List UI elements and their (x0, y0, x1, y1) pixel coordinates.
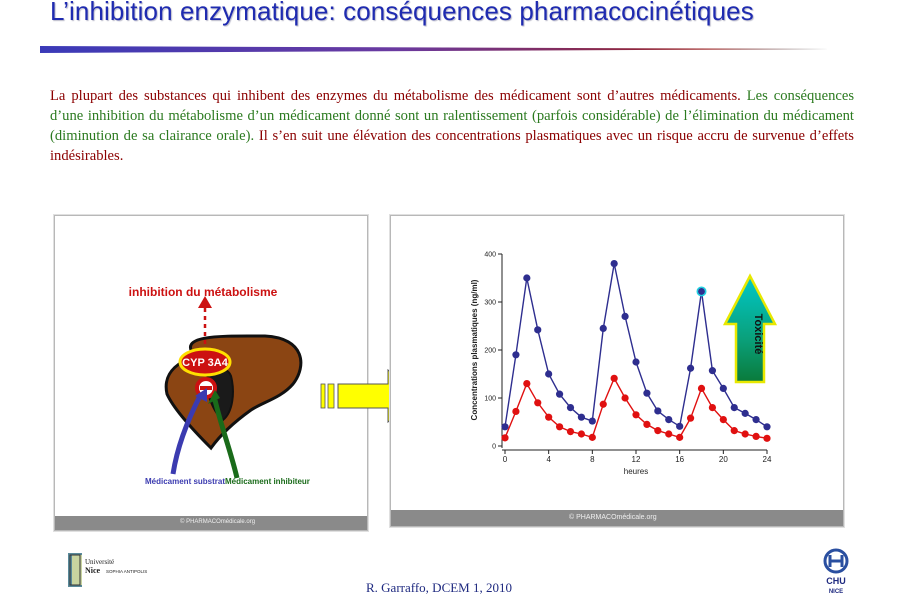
data-point (643, 389, 651, 397)
data-point (676, 422, 684, 430)
data-point (763, 423, 771, 431)
data-point (577, 430, 586, 438)
data-point (730, 427, 738, 435)
substrate-arrow (170, 392, 204, 475)
svg-text:Nice: Nice (85, 566, 101, 575)
x-tick-label: 0 (503, 455, 508, 464)
y-tick-label: 100 (484, 396, 496, 403)
title-underline (40, 46, 830, 53)
data-point (763, 434, 771, 442)
data-point (501, 434, 509, 442)
series-line-1 (504, 263, 768, 428)
data-point (555, 390, 564, 398)
paragraph-red-part: La plupart des substances qui inhibent d… (50, 88, 741, 104)
data-point (599, 400, 607, 408)
data-point (741, 430, 749, 438)
data-point (697, 384, 706, 392)
x-tick-label: 20 (719, 455, 728, 464)
data-point (665, 430, 673, 438)
y-tick-label: 400 (484, 252, 496, 259)
data-point (555, 423, 564, 431)
right-copyright: © PHARMACOmédicale.org (569, 514, 657, 521)
data-point (665, 416, 673, 424)
data-point (730, 404, 738, 412)
y-axis-label: Concentrations plasmatiques (ng/ml) (470, 279, 479, 420)
x-tick-label: 12 (632, 455, 641, 464)
data-point (621, 312, 629, 320)
data-point (676, 433, 684, 441)
liver-figure-panel: inhibition du métabolisme CYP 3A4 Médica… (54, 215, 368, 531)
data-point (686, 364, 695, 372)
y-tick-label: 0 (492, 444, 496, 451)
svg-text:SOPHIA ANTIPOLIS: SOPHIA ANTIPOLIS (106, 569, 147, 574)
data-point (719, 384, 727, 392)
data-point (643, 420, 651, 428)
data-point (577, 413, 586, 421)
data-point (599, 324, 607, 332)
toxicity-arrow-icon (722, 273, 778, 384)
y-tick-label: 200 (484, 348, 496, 355)
data-point (610, 374, 618, 382)
y-tick-label: 300 (484, 300, 496, 307)
data-point (632, 411, 640, 419)
data-point (719, 416, 727, 424)
data-point (512, 407, 520, 416)
cyp3a4-label: CYP 3A4 (182, 357, 229, 369)
intro-paragraph: La plupart des substances qui inhibent d… (50, 86, 854, 166)
data-point (610, 260, 618, 268)
data-point (501, 423, 509, 431)
cyp3a4-badge (178, 347, 232, 377)
data-point (686, 414, 695, 422)
concentration-chart: 0 100 200 300 400 0 4 8 12 16 20 24 heures Concentr… (470, 252, 778, 476)
data-point (621, 394, 629, 402)
chu-nice-logo: CHU NICE (823, 548, 849, 595)
left-copyright-bar: © PHARMACOmédicale.org (55, 516, 367, 530)
substrate-label: Médicament substrat (145, 477, 225, 486)
universite-nice-logo: Université Nice SOPHIA ANTIPOLIS (68, 553, 147, 587)
data-point (654, 427, 662, 435)
x-tick-label: 16 (675, 455, 684, 464)
paragraph-green-part: Les conséquences d’une inhibition du mét… (50, 88, 855, 144)
paragraph-red-part2: Il s’en suit une élévation des concentra… (50, 128, 854, 164)
x-tick-label: 4 (546, 455, 551, 464)
series-line-2 (504, 376, 768, 439)
data-point (523, 274, 531, 282)
data-point (566, 428, 575, 436)
credit-line: R. Garraffo, DCEM 1, 2010 (366, 580, 512, 595)
inhibition-label: inhibition du métabolisme (129, 285, 278, 299)
data-point (632, 358, 640, 366)
data-point (708, 367, 717, 375)
highlighted-data-point (696, 286, 707, 297)
data-point (752, 416, 760, 424)
liver-diagram: inhibition du métabolisme CYP 3A4 Médica… (129, 285, 310, 486)
x-tick-label: 8 (590, 455, 595, 464)
svg-text:Université: Université (85, 558, 114, 566)
data-point (752, 432, 760, 440)
data-point (588, 417, 596, 425)
data-point (534, 326, 542, 334)
x-axis-label: heures (624, 467, 648, 476)
data-point (512, 351, 520, 359)
data-point (588, 433, 596, 441)
data-point (654, 407, 662, 415)
data-point (741, 409, 749, 417)
data-point (523, 380, 531, 388)
slide-title: L’inhibition enzymatique: conséquences p… (50, 0, 754, 26)
left-copyright: © PHARMACOmédicale.org (180, 519, 256, 525)
right-copyright-bar: © PHARMACOmédicale.org (391, 510, 843, 526)
inhibitor-arrow (212, 399, 240, 479)
svg-text:NICE: NICE (829, 589, 843, 595)
chart-panel: 0 100 200 300 400 0 4 8 12 16 20 24 heures Concentr… (390, 215, 844, 527)
svg-text:CHU: CHU (826, 576, 846, 586)
inhibitor-label: Médicament inhibiteur (225, 477, 310, 486)
x-tick-label: 24 (763, 455, 772, 464)
data-point (545, 370, 553, 378)
data-point (545, 413, 553, 421)
toxicity-label: Toxicité (752, 314, 764, 355)
data-point (708, 404, 717, 412)
data-point (534, 399, 542, 407)
data-point (697, 287, 706, 296)
data-point (566, 404, 575, 412)
